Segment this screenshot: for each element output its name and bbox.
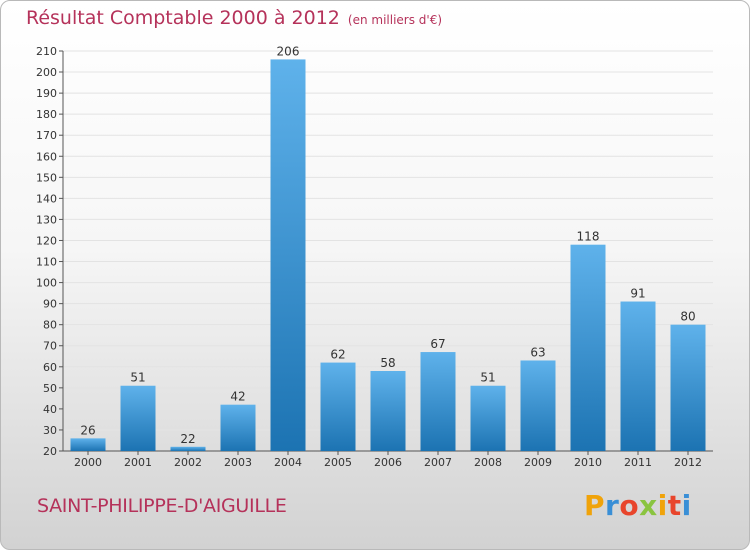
- x-tick-label: 2009: [524, 456, 552, 469]
- data-labels: 26 51 22 42 206 62 58 67 51 63 118 91 80: [80, 44, 695, 445]
- bar: [170, 446, 206, 451]
- bar: [470, 385, 506, 451]
- y-tick-label: 70: [43, 340, 57, 353]
- y-tick-label: 160: [36, 150, 57, 163]
- y-tick-label: 190: [36, 87, 57, 100]
- x-tick-label: 2001: [124, 456, 152, 469]
- data-label: 42: [230, 390, 245, 404]
- y-tick-label: 200: [36, 66, 57, 79]
- x-tick-label: 2005: [324, 456, 352, 469]
- bar: [520, 360, 556, 451]
- x-tick-label: 2006: [374, 456, 402, 469]
- bar: [420, 352, 456, 451]
- data-label: 62: [330, 348, 345, 362]
- x-tick-label: 2004: [274, 456, 302, 469]
- y-tick-label: 80: [43, 319, 57, 332]
- y-tick-label: 50: [43, 382, 57, 395]
- x-tick-label: 2012: [674, 456, 702, 469]
- data-label: 51: [130, 371, 145, 385]
- data-label: 118: [577, 230, 600, 244]
- y-tick-label: 130: [36, 213, 57, 226]
- y-tick-label: 150: [36, 171, 57, 184]
- y-tick-label: 90: [43, 298, 57, 311]
- logo-letter: P: [584, 489, 606, 522]
- data-label: 91: [630, 287, 645, 301]
- bar: [570, 244, 606, 451]
- data-label: 80: [680, 310, 695, 324]
- bar: [270, 59, 306, 451]
- y-axis: 20 30 40 50 60 70 80 90 100 110 120 130 140 150 160 170…: [36, 45, 64, 458]
- x-tick-label: 2002: [174, 456, 202, 469]
- x-tick-label: 2003: [224, 456, 252, 469]
- logo-letter: r: [605, 489, 620, 522]
- bar: [320, 362, 356, 451]
- y-tick-label: 140: [36, 192, 57, 205]
- bar: [670, 324, 706, 451]
- y-tick-label: 20: [43, 445, 57, 458]
- logo-letter: i: [681, 489, 692, 522]
- y-tick-label: 100: [36, 277, 57, 290]
- chart-unit-note: (en milliers d'€): [347, 13, 443, 27]
- bar: [220, 404, 256, 451]
- data-label: 67: [430, 337, 445, 351]
- bar: [620, 301, 656, 451]
- x-tick-label: 2010: [574, 456, 602, 469]
- data-label: 63: [530, 345, 545, 359]
- y-tick-label: 170: [36, 129, 57, 142]
- data-label: 51: [480, 371, 495, 385]
- x-axis: 2000 2001 2002 2003 2004 2005 2006 2007 2008 2009…: [63, 450, 713, 469]
- y-tick-label: 60: [43, 361, 57, 374]
- logo-letter: x: [639, 489, 658, 522]
- chart-title: Résultat Comptable 2000 à 2012 (en millie…: [26, 7, 442, 29]
- data-label: 22: [180, 432, 195, 446]
- proxiti-logo: Proxiti: [584, 489, 692, 522]
- commune-name: SAINT-PHILIPPE-D'AIGUILLE: [37, 495, 287, 517]
- bar: [120, 385, 156, 451]
- data-label: 26: [80, 423, 95, 437]
- x-tick-label: 2000: [74, 456, 102, 469]
- y-tick-label: 120: [36, 234, 57, 247]
- y-tick-label: 210: [36, 45, 57, 58]
- bar: [370, 371, 406, 451]
- data-label: 58: [380, 356, 395, 370]
- x-tick-label: 2007: [424, 456, 452, 469]
- logo-letter: i: [657, 489, 668, 522]
- logo-letter: t: [667, 489, 682, 522]
- y-tick-label: 180: [36, 108, 57, 121]
- y-tick-label: 40: [43, 403, 57, 416]
- x-tick-label: 2011: [624, 456, 652, 469]
- logo-letter: o: [619, 489, 640, 522]
- data-label: 206: [277, 44, 300, 58]
- y-tick-label: 110: [36, 256, 57, 269]
- y-tick-label: 30: [43, 424, 57, 437]
- chart-title-main: Résultat Comptable 2000 à 2012: [26, 7, 340, 29]
- x-tick-label: 2008: [474, 456, 502, 469]
- bar: [70, 438, 106, 451]
- bars: [70, 59, 706, 451]
